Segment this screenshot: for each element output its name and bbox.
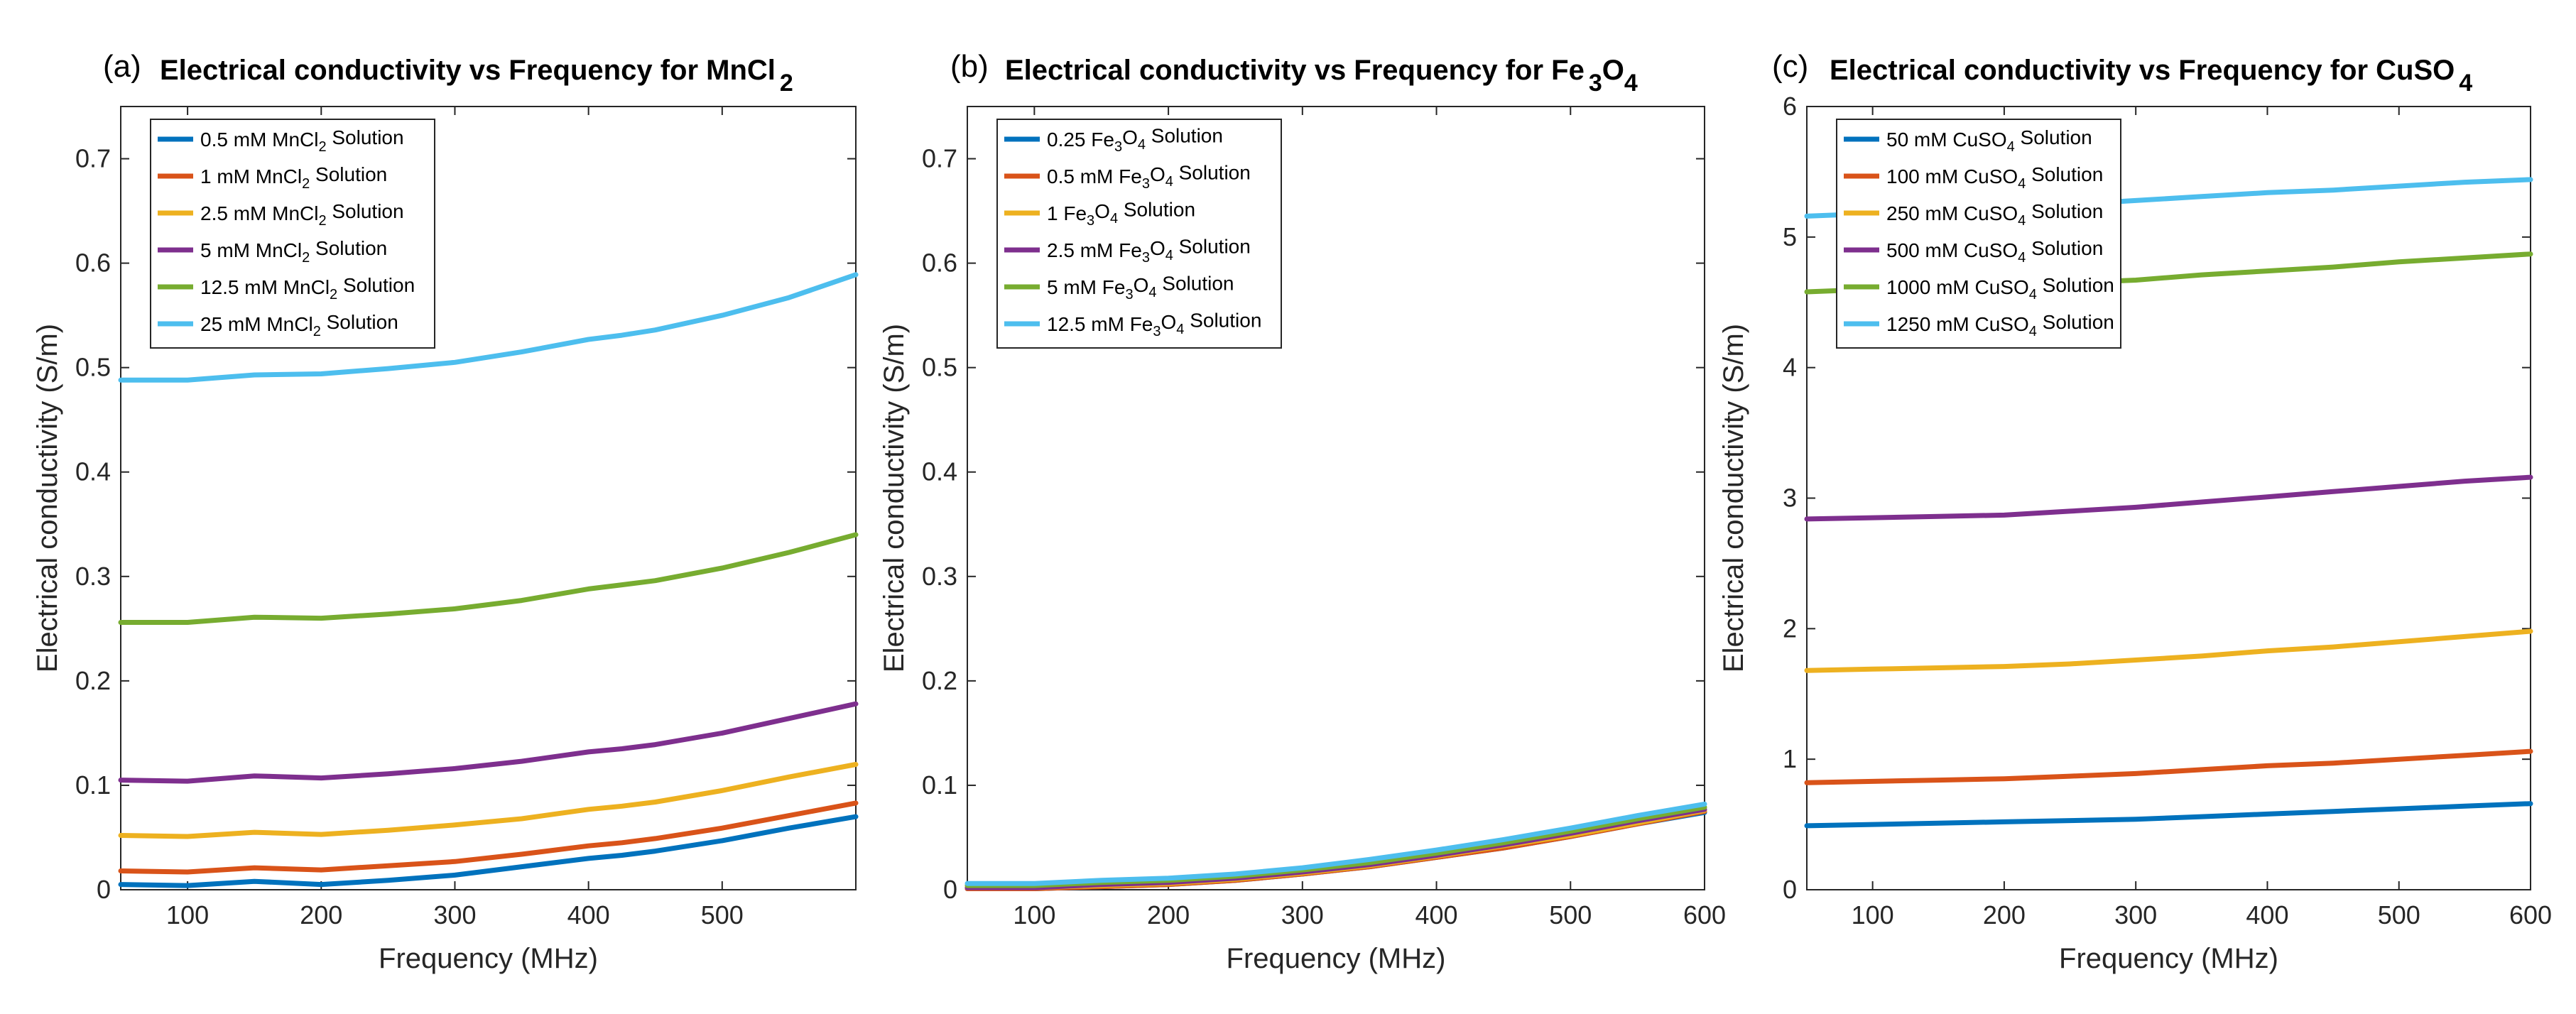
series-line (1804, 801, 2533, 829)
y-axis-label: Electrical conductivity (S/m) (879, 324, 910, 672)
y-tick-label: 0 (1783, 875, 1797, 904)
legend-entry: 2.5 mM MnCl2​ Solution (200, 200, 404, 229)
legend-entry: 50 mM CuSO4​ Solution (1886, 126, 2092, 155)
y-tick-label: 4 (1783, 353, 1797, 382)
x-tick-label: 400 (1415, 900, 1458, 930)
legend-entry: 500 mM CuSO4​ Solution (1886, 237, 2103, 266)
y-tick-label: 0.6 (922, 249, 957, 278)
series-line (118, 272, 859, 383)
series-line (118, 800, 859, 875)
legend-entry: 1 mM MnCl2​ Solution (200, 163, 387, 192)
legend-entry: 0.5 mM MnCl2​ Solution (200, 126, 404, 155)
x-tick-label: 100 (1852, 900, 1894, 930)
chart-title: Electrical conductivity vs Frequency for… (1005, 55, 1638, 97)
panel-letter: (b) (950, 49, 989, 84)
legend-entry: 100 mM CuSO4​ Solution (1886, 163, 2103, 192)
legend-entry: 1250 mM CuSO4​ Solution (1886, 311, 2114, 339)
x-tick-label: 600 (2509, 900, 2552, 930)
y-tick-label: 2 (1783, 614, 1797, 643)
y-tick-label: 0.3 (922, 562, 957, 591)
series-line (1804, 474, 2533, 522)
series-line (118, 532, 859, 625)
x-tick-label: 200 (300, 900, 342, 930)
legend-entry: 250 mM CuSO4​ Solution (1886, 200, 2103, 229)
y-tick-label: 0.6 (75, 249, 111, 278)
y-tick-label: 5 (1783, 222, 1797, 251)
series-line (1804, 628, 2533, 673)
legend-entry: 0.25 Fe3​O4​ Solution (1047, 124, 1223, 155)
x-axis-label: Frequency (MHz) (379, 943, 598, 974)
x-tick-label: 400 (567, 900, 610, 930)
x-axis-label: Frequency (MHz) (1227, 943, 1446, 974)
y-tick-label: 0.5 (75, 353, 111, 382)
series-line (118, 814, 859, 888)
legend (996, 119, 1282, 349)
series-line (118, 701, 859, 784)
legend-entry: 1000 mM CuSO4​ Solution (1886, 274, 2114, 302)
y-tick-label: 0.1 (75, 770, 111, 800)
axes-box (967, 106, 1705, 890)
y-tick-label: 0.7 (922, 144, 957, 173)
y-tick-label: 0.4 (75, 457, 111, 486)
legend-entry: 25 mM MnCl2​ Solution (200, 311, 398, 339)
legend (1836, 119, 2121, 349)
legend-entry: 5 mM MnCl2​ Solution (200, 237, 387, 266)
x-tick-label: 500 (2378, 900, 2420, 930)
y-tick-label: 0.5 (922, 353, 957, 382)
y-tick-label: 0.1 (922, 770, 957, 800)
legend-entry: 0.5 mM Fe3​O4​ Solution (1047, 161, 1251, 192)
y-tick-label: 0.2 (75, 666, 111, 695)
chart-title: Electrical conductivity vs Frequency for… (1830, 55, 2472, 97)
panel-c: (c) Electrical conductivity vs Frequency … (1718, 49, 2552, 974)
x-tick-label: 100 (166, 900, 209, 930)
x-tick-label: 500 (1549, 900, 1592, 930)
y-tick-label: 0.4 (922, 457, 957, 486)
x-tick-label: 200 (1147, 900, 1190, 930)
legend-entry: 12.5 mM Fe3​O4​ Solution (1047, 309, 1261, 339)
chart-title: Electrical conductivity vs Frequency for… (160, 55, 793, 97)
legend-entry: 2.5 mM Fe3​O4​ Solution (1047, 235, 1251, 266)
y-tick-label: 3 (1783, 484, 1797, 513)
y-tick-label: 0.3 (75, 562, 111, 591)
x-axis-label: Frequency (MHz) (2059, 943, 2278, 974)
y-tick-label: 0 (943, 875, 957, 904)
x-tick-label: 300 (433, 900, 476, 930)
y-axis-label: Electrical conductivity (S/m) (32, 324, 63, 672)
y-axis-label: Electrical conductivity (S/m) (1718, 324, 1749, 672)
series-line (1804, 748, 2533, 785)
y-tick-label: 0 (97, 875, 111, 904)
x-tick-label: 300 (2114, 900, 2157, 930)
x-tick-label: 400 (2246, 900, 2288, 930)
legend (150, 119, 435, 349)
y-tick-label: 0.7 (75, 144, 111, 173)
y-tick-label: 1 (1783, 744, 1797, 773)
panel-b: (b) Electrical conductivity vs Frequency … (879, 49, 1726, 974)
legend-entry: 1 Fe3​O4​ Solution (1047, 198, 1195, 229)
y-tick-label: 0.2 (922, 666, 957, 695)
panel-letter: (c) (1772, 49, 1808, 84)
x-tick-label: 600 (1683, 900, 1726, 930)
panel-letter: (a) (103, 49, 141, 84)
series-line (118, 762, 859, 839)
legend-entry: 12.5 mM MnCl2​ Solution (200, 274, 415, 302)
panel-a: (a) Electrical conductivity vs Frequency … (32, 49, 859, 974)
legend-entry: 5 mM Fe3​O4​ Solution (1047, 272, 1234, 302)
axes-box (120, 106, 857, 890)
series-line (964, 801, 1707, 886)
y-tick-label: 6 (1783, 92, 1797, 121)
series-line (964, 807, 1707, 890)
series-line (964, 805, 1707, 888)
x-tick-label: 500 (701, 900, 744, 930)
x-tick-label: 200 (1983, 900, 2026, 930)
x-tick-label: 100 (1013, 900, 1055, 930)
x-tick-label: 300 (1281, 900, 1324, 930)
